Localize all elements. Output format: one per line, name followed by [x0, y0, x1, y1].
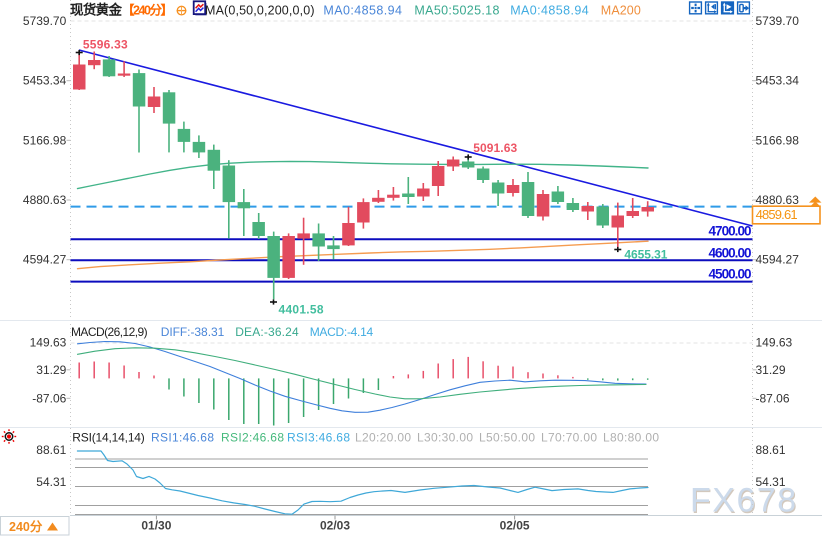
svg-text:DEA:-36.24: DEA:-36.24	[235, 325, 299, 339]
svg-text:4594.27: 4594.27	[23, 253, 67, 267]
svg-text:240分: 240分	[9, 519, 43, 534]
svg-text:01/30: 01/30	[141, 519, 171, 533]
svg-text:31.29: 31.29	[36, 363, 66, 377]
svg-text:RSI1:46.68: RSI1:46.68	[151, 431, 214, 445]
svg-text:54.31: 54.31	[756, 475, 786, 489]
svg-text:54.31: 54.31	[36, 475, 66, 489]
svg-text:5166.98: 5166.98	[23, 133, 67, 147]
svg-text:MA0:4858.94: MA0:4858.94	[510, 4, 589, 18]
svg-text:5739.70: 5739.70	[756, 14, 800, 28]
svg-text:RSI(14,14,14): RSI(14,14,14)	[72, 431, 145, 445]
svg-text:4500.00: 4500.00	[709, 267, 752, 282]
svg-text:MACD:-4.14: MACD:-4.14	[310, 325, 374, 339]
svg-text:5453.34: 5453.34	[756, 74, 800, 88]
svg-text:-87.06: -87.06	[32, 391, 66, 405]
svg-text:4655.31: 4655.31	[624, 248, 667, 262]
svg-text:【240分】: 【240分】	[122, 3, 173, 18]
svg-text:L20:20.00: L20:20.00	[355, 431, 411, 445]
svg-text:FX678: FX678	[691, 483, 799, 521]
svg-text:149.63: 149.63	[756, 336, 793, 350]
svg-text:5453.34: 5453.34	[23, 74, 67, 88]
svg-text:RSI3:46.68: RSI3:46.68	[287, 431, 350, 445]
svg-text:L70:70.00: L70:70.00	[541, 431, 597, 445]
svg-text:88.61: 88.61	[756, 443, 786, 457]
svg-text:31.29: 31.29	[756, 363, 786, 377]
svg-text:02/03: 02/03	[320, 519, 350, 533]
svg-text:5166.98: 5166.98	[756, 133, 800, 147]
svg-text:-87.06: -87.06	[756, 391, 790, 405]
svg-text:L50:50.00: L50:50.00	[479, 431, 535, 445]
svg-text:FX678: FX678	[690, 482, 798, 520]
svg-text:MACD(26,12,9): MACD(26,12,9)	[71, 325, 148, 339]
svg-text:5596.33: 5596.33	[83, 37, 128, 51]
svg-text:MA0:4858.94: MA0:4858.94	[323, 4, 402, 18]
svg-text:4859.61: 4859.61	[756, 207, 798, 222]
svg-text:4700.00: 4700.00	[709, 224, 752, 239]
svg-text:5091.63: 5091.63	[473, 141, 517, 155]
svg-text:DIFF:-38.31: DIFF:-38.31	[161, 325, 225, 339]
svg-text:L80:80.00: L80:80.00	[603, 431, 659, 445]
svg-text:02/05: 02/05	[500, 519, 530, 533]
svg-text:4880.63: 4880.63	[23, 193, 67, 207]
svg-text:149.63: 149.63	[30, 336, 67, 350]
svg-text:4594.27: 4594.27	[756, 253, 800, 267]
svg-text:现货黄金: 现货黄金	[70, 2, 123, 18]
svg-text:L30:30.00: L30:30.00	[417, 431, 473, 445]
svg-text:5739.70: 5739.70	[23, 14, 67, 28]
svg-text:4600.00: 4600.00	[709, 246, 752, 261]
svg-text:4401.58: 4401.58	[279, 303, 324, 317]
svg-text:MA50:5025.18: MA50:5025.18	[414, 4, 499, 18]
svg-text:4880.63: 4880.63	[756, 193, 800, 207]
svg-text:RSI2:46.68: RSI2:46.68	[221, 431, 284, 445]
svg-text:MA200: MA200	[601, 4, 641, 18]
svg-text:MA(0,50,0,200,0,0): MA(0,50,0,200,0,0)	[205, 4, 315, 18]
svg-text:88.61: 88.61	[36, 443, 66, 457]
